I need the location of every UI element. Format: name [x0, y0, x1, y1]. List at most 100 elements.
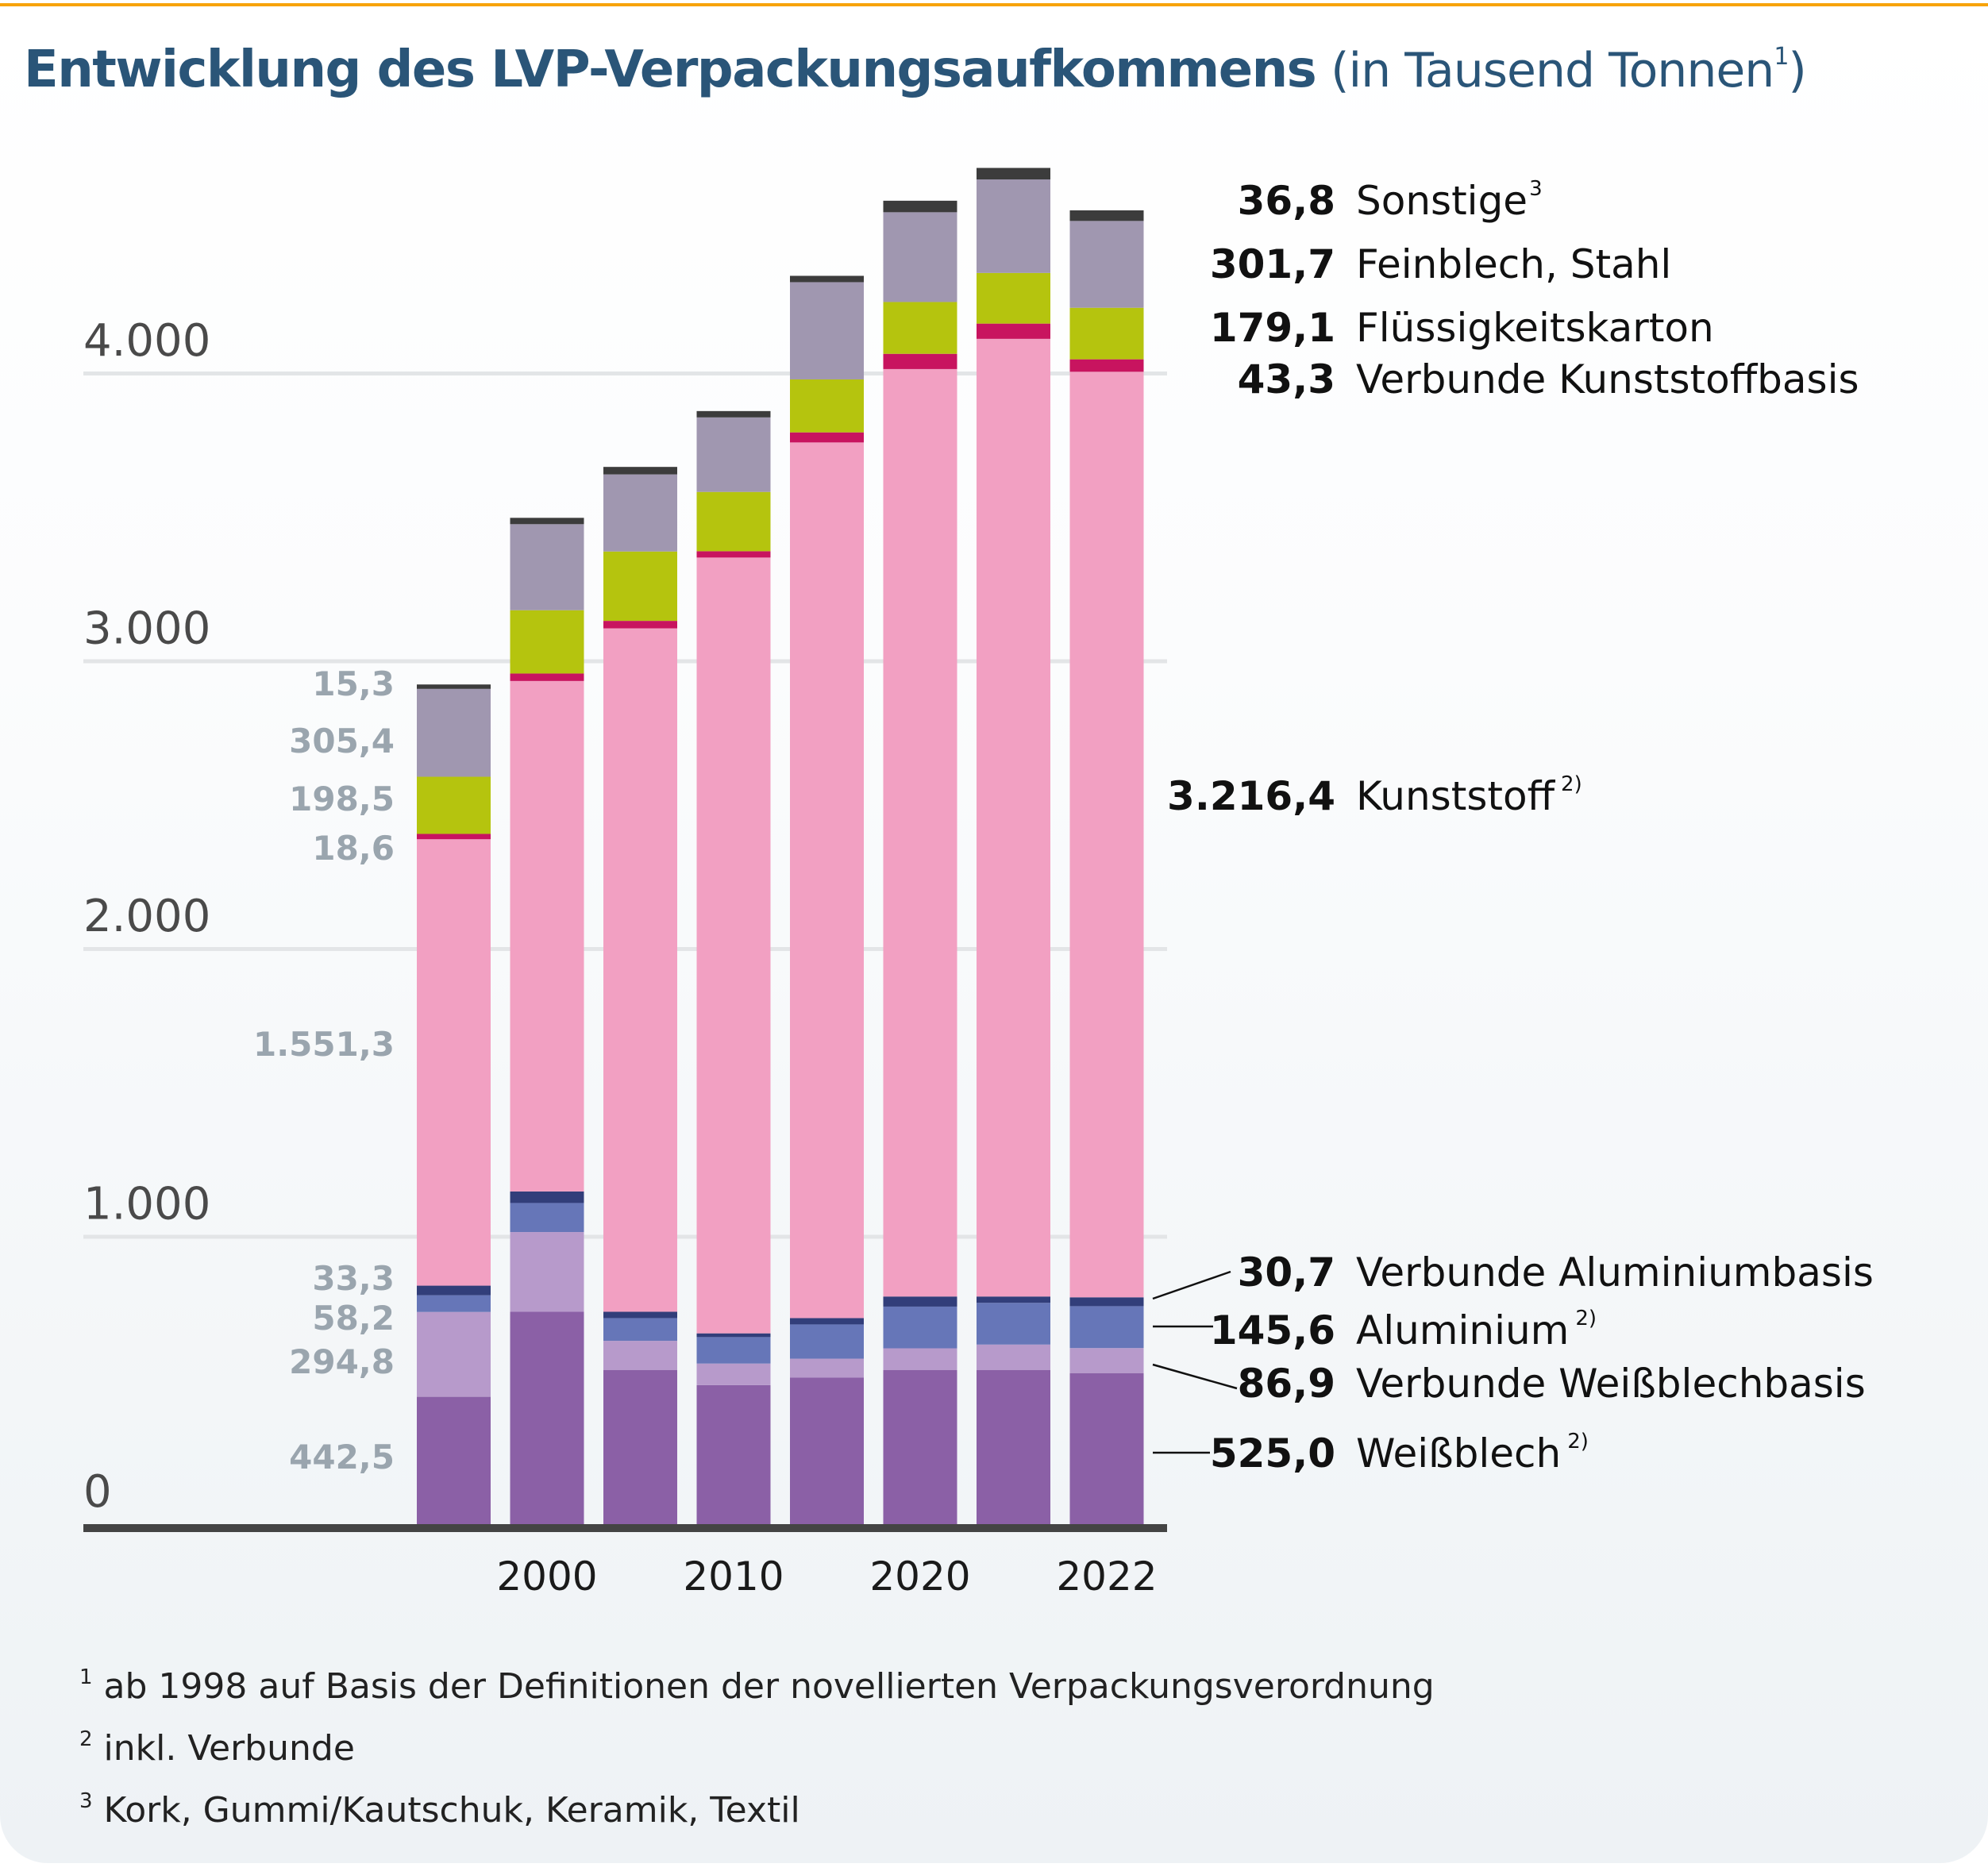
bar-stack — [510, 518, 584, 1524]
bar-segment-kunststoff — [1069, 372, 1144, 1298]
bar-segment-verbunde-weißblechbasis — [510, 1232, 584, 1312]
bar-segment-verbunde-aluminiumbasis — [603, 1311, 677, 1319]
bar-segment-feinblech-stahl — [790, 282, 864, 379]
bars — [417, 167, 1144, 1524]
bar-segment-sonstige — [603, 467, 677, 475]
bar-segment-flüssigkeitskarton — [1069, 307, 1144, 360]
bar-segment-sonstige — [417, 684, 491, 689]
legend-value: 86,9 — [1238, 1361, 1335, 1407]
x-tick-label: 2022 — [1056, 1554, 1157, 1600]
legend-name: Kunststoff 2) — [1356, 772, 1582, 819]
bar-segment-kunststoff — [790, 442, 864, 1319]
bar-segment-flüssigkeitskarton — [417, 776, 491, 834]
chart-title-unit: (in Tausend Tonnen1) — [1331, 43, 1807, 98]
legend-entry: 30,7 Verbunde Aluminiumbasis — [1152, 1249, 1874, 1300]
footnote-text: inkl. Verbunde — [103, 1728, 355, 1769]
x-axis-line — [83, 1524, 1167, 1532]
gridline — [83, 372, 1167, 375]
legend-footnote-mark: 2) — [1575, 1307, 1597, 1330]
bar-segment-verbunde-aluminiumbasis — [1069, 1297, 1144, 1307]
legend-footnote-mark: 2) — [1567, 1430, 1589, 1453]
legend-value: 179,1 — [1210, 305, 1335, 351]
bar-segment-verbunde-aluminiumbasis — [883, 1296, 957, 1307]
first-bar-value-label: 15,3 — [312, 664, 395, 703]
bar-stack — [883, 200, 957, 1524]
first-bar-value-label: 442,5 — [289, 1438, 395, 1477]
first-bar-value-label: 58,2 — [312, 1299, 395, 1338]
bar-segment-aluminium — [977, 1303, 1050, 1345]
bar-segment-kunststoff — [417, 839, 491, 1286]
legend-name: Feinblech, Stahl — [1356, 241, 1671, 287]
bar-segment-aluminium — [883, 1306, 957, 1349]
footnote-2: 2 inkl. Verbunde — [79, 1713, 1435, 1775]
legend-footnote-mark: 2) — [1561, 772, 1582, 796]
footnote-mark: 1 — [79, 1665, 93, 1689]
bar-segment-verbunde-weißblechbasis — [883, 1348, 957, 1370]
legend-entry: 86,9 Verbunde Weißblechbasis — [1152, 1361, 1866, 1407]
y-axis-ticks: 0 1.000 2.000 3.000 4.000 — [83, 315, 210, 1518]
top-accent-rule — [0, 3, 1988, 6]
bar-segment-verbunde-weißblechbasis — [1069, 1348, 1144, 1373]
unit-footnote-mark: 1 — [1774, 43, 1789, 71]
bar-segment-aluminium — [417, 1295, 491, 1312]
bar-segment-aluminium — [510, 1203, 584, 1233]
legend-entry: 179,1 Flüssigkeitskarton — [1210, 305, 1714, 351]
bar-segment-flüssigkeitskarton — [696, 491, 771, 552]
bar-segment-sonstige — [696, 410, 771, 418]
first-bar-value-label: 198,5 — [289, 780, 395, 818]
bar-segment-feinblech-stahl — [1069, 221, 1144, 308]
bar-segment-feinblech-stahl — [883, 212, 957, 302]
legend-name: Verbunde Weißblechbasis — [1356, 1361, 1866, 1407]
bar-segment-aluminium — [790, 1324, 864, 1359]
first-bar-value-labels: 15,3 305,4 198,5 18,6 1.551,3 33,358,2 294,8 44… — [253, 664, 395, 1477]
unit-close: ) — [1788, 43, 1806, 98]
bar-segment-verbunde-kunststoffbasis — [1069, 359, 1144, 372]
bar-stack — [696, 410, 771, 1524]
bar-segment-kunststoff — [603, 628, 677, 1312]
bar-segment-flüssigkeitskarton — [603, 551, 677, 622]
legend-value: 36,8 — [1238, 178, 1335, 224]
legend-value: 525,0 — [1210, 1430, 1335, 1477]
x-tick-label: 2000 — [496, 1554, 597, 1600]
bar-segment-verbunde-kunststoffbasis — [510, 673, 584, 681]
legend-value: 30,7 — [1238, 1249, 1335, 1296]
x-tick-label: 2010 — [683, 1554, 784, 1600]
bar-segment-weißblech — [696, 1384, 771, 1524]
legend-value: 43,3 — [1238, 356, 1335, 402]
chart-title: Entwicklung des LVP-Verpackungsaufkommen… — [24, 38, 1807, 102]
footnote-1: 1 ab 1998 auf Basis der Definitionen der … — [79, 1651, 1435, 1713]
bar-segment-kunststoff — [696, 557, 771, 1334]
bar-segment-verbunde-weißblechbasis — [790, 1358, 864, 1378]
legend-connector-line — [1152, 1270, 1231, 1300]
bar-segment-verbunde-kunststoffbasis — [417, 834, 491, 840]
y-tick-label: 0 — [83, 1466, 112, 1518]
bar-segment-sonstige — [510, 518, 584, 525]
bar-segment-aluminium — [1069, 1306, 1144, 1349]
first-bar-value-label: 1.551,3 — [253, 1025, 395, 1064]
bar-segment-verbunde-weißblechbasis — [977, 1344, 1050, 1370]
bar-segment-feinblech-stahl — [977, 179, 1050, 273]
legend-connector-line — [1152, 1363, 1238, 1390]
first-bar-value-label: 294,8 — [289, 1342, 395, 1381]
bar-segment-feinblech-stahl — [603, 474, 677, 552]
x-axis-ticks: 2000 2010 2020 2022 — [496, 1554, 1157, 1600]
footnotes: 1 ab 1998 auf Basis der Definitionen der … — [79, 1651, 1435, 1837]
bar-segment-weißblech — [883, 1369, 957, 1524]
bar-segment-weißblech — [977, 1369, 1050, 1524]
legend-value: 145,6 — [1210, 1307, 1335, 1353]
bar-segment-verbunde-kunststoffbasis — [977, 323, 1050, 339]
bar-segment-sonstige — [883, 200, 957, 213]
bar-segment-weißblech — [417, 1396, 491, 1524]
first-bar-value-label: 305,4 — [289, 722, 395, 760]
bar-segment-flüssigkeitskarton — [790, 379, 864, 433]
unit-text: (in Tausend Tonnen — [1331, 43, 1774, 98]
bar-segment-weißblech — [1069, 1373, 1144, 1524]
footnote-3: 3 Kork, Gummi/Kautschuk, Keramik, Textil — [79, 1775, 1435, 1837]
bar-stack — [790, 275, 864, 1524]
bar-segment-aluminium — [603, 1318, 677, 1342]
legend-name: Flüssigkeitskarton — [1356, 305, 1714, 351]
bar-segment-verbunde-kunststoffbasis — [883, 353, 957, 369]
x-tick-label: 2020 — [869, 1554, 970, 1600]
legend-name: Aluminium 2) — [1356, 1307, 1597, 1353]
